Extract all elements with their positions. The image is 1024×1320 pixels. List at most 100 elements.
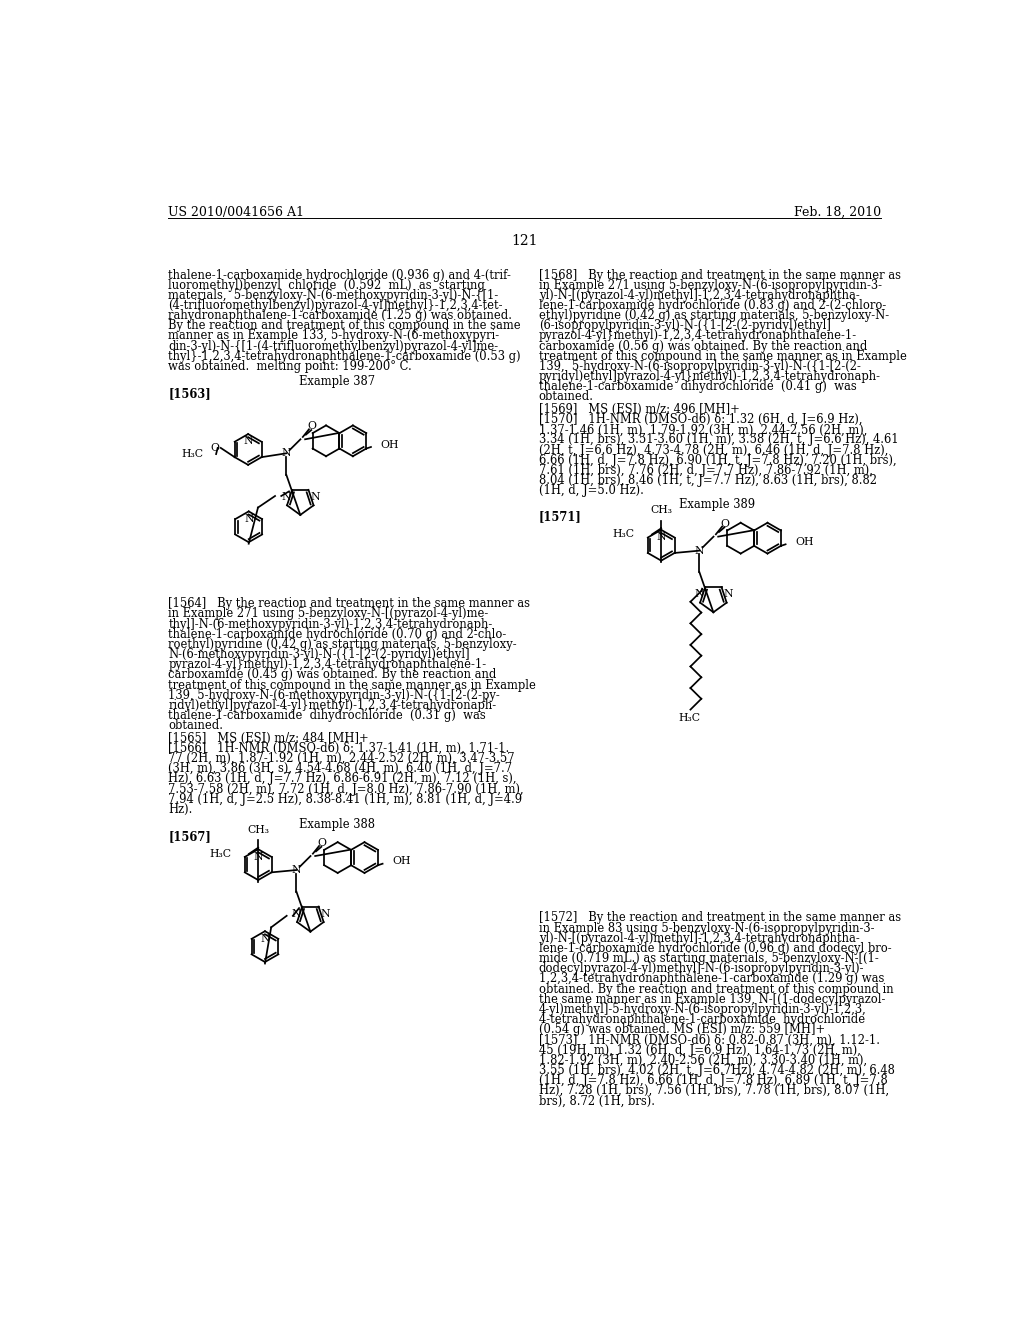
Text: (3H, m), 3.86 (3H, s), 4.54-4.68 (4H, m), 6.40 (1H, d, J=7.7: (3H, m), 3.86 (3H, s), 4.54-4.68 (4H, m)… bbox=[168, 762, 512, 775]
Text: Example 387: Example 387 bbox=[299, 375, 376, 388]
Text: [1566]   1H-NMR (DMSO-d6) δ: 1.37-1.41 (1H, m), 1.71-1.: [1566] 1H-NMR (DMSO-d6) δ: 1.37-1.41 (1H… bbox=[168, 742, 510, 755]
Text: yl)-N-[(pyrazol-4-yl)methyl]-1,2,3,4-tetrahydronaphtha-: yl)-N-[(pyrazol-4-yl)methyl]-1,2,3,4-tet… bbox=[539, 289, 859, 302]
Text: CH₃: CH₃ bbox=[650, 506, 672, 515]
Text: 6.66 (1H, d, J=7.8 Hz), 6.90 (1H, t, J=7.8 Hz), 7.20 (1H, brs),: 6.66 (1H, d, J=7.8 Hz), 6.90 (1H, t, J=7… bbox=[539, 454, 896, 467]
Text: thyl]-N-(6-methoxypyridin-3-yl)-1,2,3,4-tetrahydronaph-: thyl]-N-(6-methoxypyridin-3-yl)-1,2,3,4-… bbox=[168, 618, 493, 631]
Text: N: N bbox=[310, 492, 319, 502]
Text: (2H, t, J=6.6 Hz), 4.73-4.78 (2H, m), 6.46 (1H, d, J=7.8 Hz),: (2H, t, J=6.6 Hz), 4.73-4.78 (2H, m), 6.… bbox=[539, 444, 888, 457]
Text: [1565]   MS (ESI) m/z: 484 [MH]+: [1565] MS (ESI) m/z: 484 [MH]+ bbox=[168, 731, 369, 744]
Text: O: O bbox=[210, 444, 219, 453]
Text: in Example 271 using 5-benzyloxy-N-[(pyrazol-4-yl)me-: in Example 271 using 5-benzyloxy-N-[(pyr… bbox=[168, 607, 488, 620]
Text: ethyl)pyridine (0.42 g) as starting materials, 5-benzyloxy-N-: ethyl)pyridine (0.42 g) as starting mate… bbox=[539, 309, 889, 322]
Text: [1570]   1H-NMR (DMSO-d6) δ: 1.32 (6H, d, J=6.9 Hz),: [1570] 1H-NMR (DMSO-d6) δ: 1.32 (6H, d, … bbox=[539, 413, 862, 426]
Text: N: N bbox=[260, 933, 269, 944]
Text: manner as in Example 133, 5-hydroxy-N-(6-methoxypyri-: manner as in Example 133, 5-hydroxy-N-(6… bbox=[168, 330, 500, 342]
Text: H₃C: H₃C bbox=[210, 849, 231, 859]
Text: thalene-1-carboxamide  dihydrochloride  (0.31 g)  was: thalene-1-carboxamide dihydrochloride (0… bbox=[168, 709, 486, 722]
Text: N: N bbox=[244, 513, 254, 524]
Text: ridyl)ethyl]pyrazol-4-yl}methyl)-1,2,3,4-tetrahydronaph-: ridyl)ethyl]pyrazol-4-yl}methyl)-1,2,3,4… bbox=[168, 700, 497, 711]
Text: [1569]   MS (ESI) m/z: 496 [MH]+: [1569] MS (ESI) m/z: 496 [MH]+ bbox=[539, 403, 739, 416]
Text: 121: 121 bbox=[512, 234, 538, 248]
Text: 7.53-7.58 (2H, m), 7.72 (1H, d, J=8.0 Hz), 7.86-7.90 (1H, m),: 7.53-7.58 (2H, m), 7.72 (1H, d, J=8.0 Hz… bbox=[168, 783, 524, 796]
Text: By the reaction and treatment of this compound in the same: By the reaction and treatment of this co… bbox=[168, 319, 521, 333]
Text: mide (0.719 mL.) as starting materials, 5-benzyloxy-N-[(1-: mide (0.719 mL.) as starting materials, … bbox=[539, 952, 879, 965]
Text: 3.55 (1H, brs), 4.02 (2H, t, J=6.7Hz), 4.74-4.82 (2H, m), 6.48: 3.55 (1H, brs), 4.02 (2H, t, J=6.7Hz), 4… bbox=[539, 1064, 895, 1077]
Text: [1563]: [1563] bbox=[168, 387, 211, 400]
Text: N: N bbox=[291, 909, 301, 919]
Text: OH: OH bbox=[380, 440, 398, 450]
Text: [1573]   1H-NMR (DMSO-d6) δ: 0.82-0.87 (3H, m), 1.12-1.: [1573] 1H-NMR (DMSO-d6) δ: 0.82-0.87 (3H… bbox=[539, 1034, 880, 1047]
Text: Example 388: Example 388 bbox=[299, 817, 375, 830]
Text: Feb. 18, 2010: Feb. 18, 2010 bbox=[795, 206, 882, 219]
Text: brs), 8.72 (1H, brs).: brs), 8.72 (1H, brs). bbox=[539, 1094, 654, 1107]
Text: H₃C: H₃C bbox=[181, 449, 204, 459]
Text: N: N bbox=[282, 449, 291, 458]
Text: carboxamide (0.56 g) was obtained. By the reaction and: carboxamide (0.56 g) was obtained. By th… bbox=[539, 339, 867, 352]
Text: 4-yl)methyl]-5-hydroxy-N-(6-isopropylpyridin-3-yl)-1,2,3,: 4-yl)methyl]-5-hydroxy-N-(6-isopropylpyr… bbox=[539, 1003, 866, 1016]
Text: O: O bbox=[307, 421, 316, 432]
Text: H₃C: H₃C bbox=[612, 529, 635, 540]
Text: yl)-N-[(pyrazol-4-yl)methyl]-1,2,3,4-tetrahydronaphtha-: yl)-N-[(pyrazol-4-yl)methyl]-1,2,3,4-tet… bbox=[539, 932, 859, 945]
Text: pyridyl)ethyl]pyrazol-4-yl}methyl)-1,2,3,4-tetrahydronaph-: pyridyl)ethyl]pyrazol-4-yl}methyl)-1,2,3… bbox=[539, 370, 881, 383]
Text: (1H, d, J=5.0 Hz).: (1H, d, J=5.0 Hz). bbox=[539, 484, 644, 498]
Text: N: N bbox=[254, 851, 263, 862]
Text: pyrazol-4-yl}methyl)-1,2,3,4-tetrahydronaphthalene-1-: pyrazol-4-yl}methyl)-1,2,3,4-tetrahydron… bbox=[168, 659, 486, 672]
Text: 139,  5-hydroxy-N-(6-isopropylpyridin-3-yl)-N-({1-[2-(2-: 139, 5-hydroxy-N-(6-isopropylpyridin-3-y… bbox=[539, 360, 860, 374]
Text: [1564]   By the reaction and treatment in the same manner as: [1564] By the reaction and treatment in … bbox=[168, 597, 530, 610]
Text: 1.37-1.46 (1H, m), 1.79-1.92 (3H, m), 2.44-2.56 (2H, m),: 1.37-1.46 (1H, m), 1.79-1.92 (3H, m), 2.… bbox=[539, 424, 867, 437]
Text: CH₃: CH₃ bbox=[247, 825, 269, 834]
Text: N-(6-methoxypyridin-3-yl)-N-({1-[2-(2-pyridyl)ethyl]: N-(6-methoxypyridin-3-yl)-N-({1-[2-(2-py… bbox=[168, 648, 470, 661]
Text: roethyl)pyridine (0.42 g) as starting materials, 5-benzyloxy-: roethyl)pyridine (0.42 g) as starting ma… bbox=[168, 638, 517, 651]
Text: luoromethyl)benzyl  chloride  (0.592  mL)  as  starting: luoromethyl)benzyl chloride (0.592 mL) a… bbox=[168, 279, 485, 292]
Text: 45 (19H, m), 1.32 (6H, d, J=6.9 Hz), 1.64-1.73 (2H, m),: 45 (19H, m), 1.32 (6H, d, J=6.9 Hz), 1.6… bbox=[539, 1044, 860, 1056]
Text: [1568]   By the reaction and treatment in the same manner as: [1568] By the reaction and treatment in … bbox=[539, 268, 901, 281]
Text: O: O bbox=[317, 838, 327, 847]
Text: (6-isopropylpyridin-3-yl)-N-({1-[2-(2-pyridyl)ethyl]: (6-isopropylpyridin-3-yl)-N-({1-[2-(2-py… bbox=[539, 319, 830, 333]
Text: pyrazol-4-yl}methyl)-1,2,3,4-tetrahydronaphthalene-1-: pyrazol-4-yl}methyl)-1,2,3,4-tetrahydron… bbox=[539, 330, 857, 342]
Text: rahydronaphthalene-1-carboxamide (1.25 g) was obtained.: rahydronaphthalene-1-carboxamide (1.25 g… bbox=[168, 309, 512, 322]
Text: treatment of this compound in the same manner as in Example: treatment of this compound in the same m… bbox=[168, 678, 537, 692]
Text: OH: OH bbox=[795, 537, 813, 546]
Text: in Example 271 using 5-benzyloxy-N-(6-isopropylpyridin-3-: in Example 271 using 5-benzyloxy-N-(6-is… bbox=[539, 279, 882, 292]
Text: was obtained.  melting point: 199-200° C.: was obtained. melting point: 199-200° C. bbox=[168, 360, 412, 374]
Text: 77 (2H, m), 1.87-1.92 (1H, m), 2.44-2.52 (2H, m), 3.47-3.57: 77 (2H, m), 1.87-1.92 (1H, m), 2.44-2.52… bbox=[168, 752, 515, 766]
Text: 1.82-1.92 (3H, m), 2.40-2.56 (2H, m), 3.30-3.40 (1H, m),: 1.82-1.92 (3H, m), 2.40-2.56 (2H, m), 3.… bbox=[539, 1053, 867, 1067]
Text: obtained.: obtained. bbox=[168, 719, 223, 733]
Text: thalene-1-carboxamide  dihydrochloride  (0.41 g)  was: thalene-1-carboxamide dihydrochloride (0… bbox=[539, 380, 856, 393]
Text: N: N bbox=[723, 590, 732, 599]
Text: materials,  5-benzyloxy-N-(6-methoxypyridin-3-yl)-N-{[1-: materials, 5-benzyloxy-N-(6-methoxypyrid… bbox=[168, 289, 499, 302]
Text: in Example 83 using 5-benzyloxy-N-(6-isopropylpyridin-3-: in Example 83 using 5-benzyloxy-N-(6-iso… bbox=[539, 921, 874, 935]
Text: obtained. By the reaction and treatment of this compound in: obtained. By the reaction and treatment … bbox=[539, 982, 893, 995]
Text: 7.94 (1H, d, J=2.5 Hz), 8.38-8.41 (1H, m), 8.81 (1H, d, J=4.9: 7.94 (1H, d, J=2.5 Hz), 8.38-8.41 (1H, m… bbox=[168, 793, 522, 805]
Text: (0.54 g) was obtained. MS (ESI) m/z: 559 [MH]+: (0.54 g) was obtained. MS (ESI) m/z: 559… bbox=[539, 1023, 825, 1036]
Text: 4-tetrahydronaphthalene-1-carboxamide  hydrochloride: 4-tetrahydronaphthalene-1-carboxamide hy… bbox=[539, 1014, 865, 1026]
Text: thalene-1-carboxamide hydrochloride (0.70 g) and 2-chlo-: thalene-1-carboxamide hydrochloride (0.7… bbox=[168, 628, 507, 640]
Text: US 2010/0041656 A1: US 2010/0041656 A1 bbox=[168, 206, 304, 219]
Text: Hz), 7.28 (1H, brs), 7.56 (1H, brs), 7.78 (1H, brs), 8.07 (1H,: Hz), 7.28 (1H, brs), 7.56 (1H, brs), 7.7… bbox=[539, 1084, 889, 1097]
Text: thalene-1-carboxamide hydrochloride (0.936 g) and 4-(trif-: thalene-1-carboxamide hydrochloride (0.9… bbox=[168, 268, 511, 281]
Text: [1567]: [1567] bbox=[168, 830, 211, 843]
Text: lene-1-carboxamide hydrochloride (0.96 g) and dodecyl bro-: lene-1-carboxamide hydrochloride (0.96 g… bbox=[539, 942, 891, 954]
Text: 8.04 (1H, brs), 8.46 (1H, t, J=7.7 Hz), 8.63 (1H, brs), 8.82: 8.04 (1H, brs), 8.46 (1H, t, J=7.7 Hz), … bbox=[539, 474, 877, 487]
Text: Hz), 6.63 (1H, d, J=7.7 Hz), 6.86-6.91 (2H, m), 7.12 (1H, s),: Hz), 6.63 (1H, d, J=7.7 Hz), 6.86-6.91 (… bbox=[168, 772, 517, 785]
Text: N: N bbox=[694, 590, 703, 599]
Text: lene-1-carboxamide hydrochloride (0.83 g) and 2-(2-chloro-: lene-1-carboxamide hydrochloride (0.83 g… bbox=[539, 300, 886, 312]
Text: 3.34 (1H, brs), 3.51-3.60 (1H, m), 3.58 (2H, t, J=6.6 Hz), 4.61: 3.34 (1H, brs), 3.51-3.60 (1H, m), 3.58 … bbox=[539, 433, 898, 446]
Text: the same manner as in Example 139, N-[(1-dodecylpyrazol-: the same manner as in Example 139, N-[(1… bbox=[539, 993, 885, 1006]
Text: Hz).: Hz). bbox=[168, 803, 193, 816]
Text: 1,2,3,4-tetrahydronaphthalene-1-carboxamide (1.29 g) was: 1,2,3,4-tetrahydronaphthalene-1-carboxam… bbox=[539, 973, 884, 986]
Text: [1571]: [1571] bbox=[539, 511, 582, 524]
Text: Example 389: Example 389 bbox=[679, 498, 755, 511]
Text: (4-trifluoromethylbenzyl)pyrazol-4-yl]methyl}-1,2,3,4-tet-: (4-trifluoromethylbenzyl)pyrazol-4-yl]me… bbox=[168, 300, 503, 312]
Text: H₃C: H₃C bbox=[678, 713, 699, 723]
Text: N: N bbox=[321, 909, 330, 919]
Text: obtained.: obtained. bbox=[539, 391, 594, 404]
Text: 7.61 (1H, brs), 7.76 (2H, d, J=7.7 Hz), 7.86-7.92 (1H, m),: 7.61 (1H, brs), 7.76 (2H, d, J=7.7 Hz), … bbox=[539, 463, 872, 477]
Text: N: N bbox=[292, 865, 301, 875]
Text: thyl}-1,2,3,4-tetrahydronaphthalene-1-carboxamide (0.53 g): thyl}-1,2,3,4-tetrahydronaphthalene-1-ca… bbox=[168, 350, 521, 363]
Text: OH: OH bbox=[392, 857, 411, 866]
Text: N: N bbox=[281, 492, 291, 502]
Text: 139, 5-hydroxy-N-(6-methoxypyridin-3-yl)-N-({1-[2-(2-py-: 139, 5-hydroxy-N-(6-methoxypyridin-3-yl)… bbox=[168, 689, 500, 702]
Text: [1572]   By the reaction and treatment in the same manner as: [1572] By the reaction and treatment in … bbox=[539, 911, 901, 924]
Text: din-3-yl)-N-{[1-(4-trifluoromethylbenzyl)pyrazol-4-yl]me-: din-3-yl)-N-{[1-(4-trifluoromethylbenzyl… bbox=[168, 339, 499, 352]
